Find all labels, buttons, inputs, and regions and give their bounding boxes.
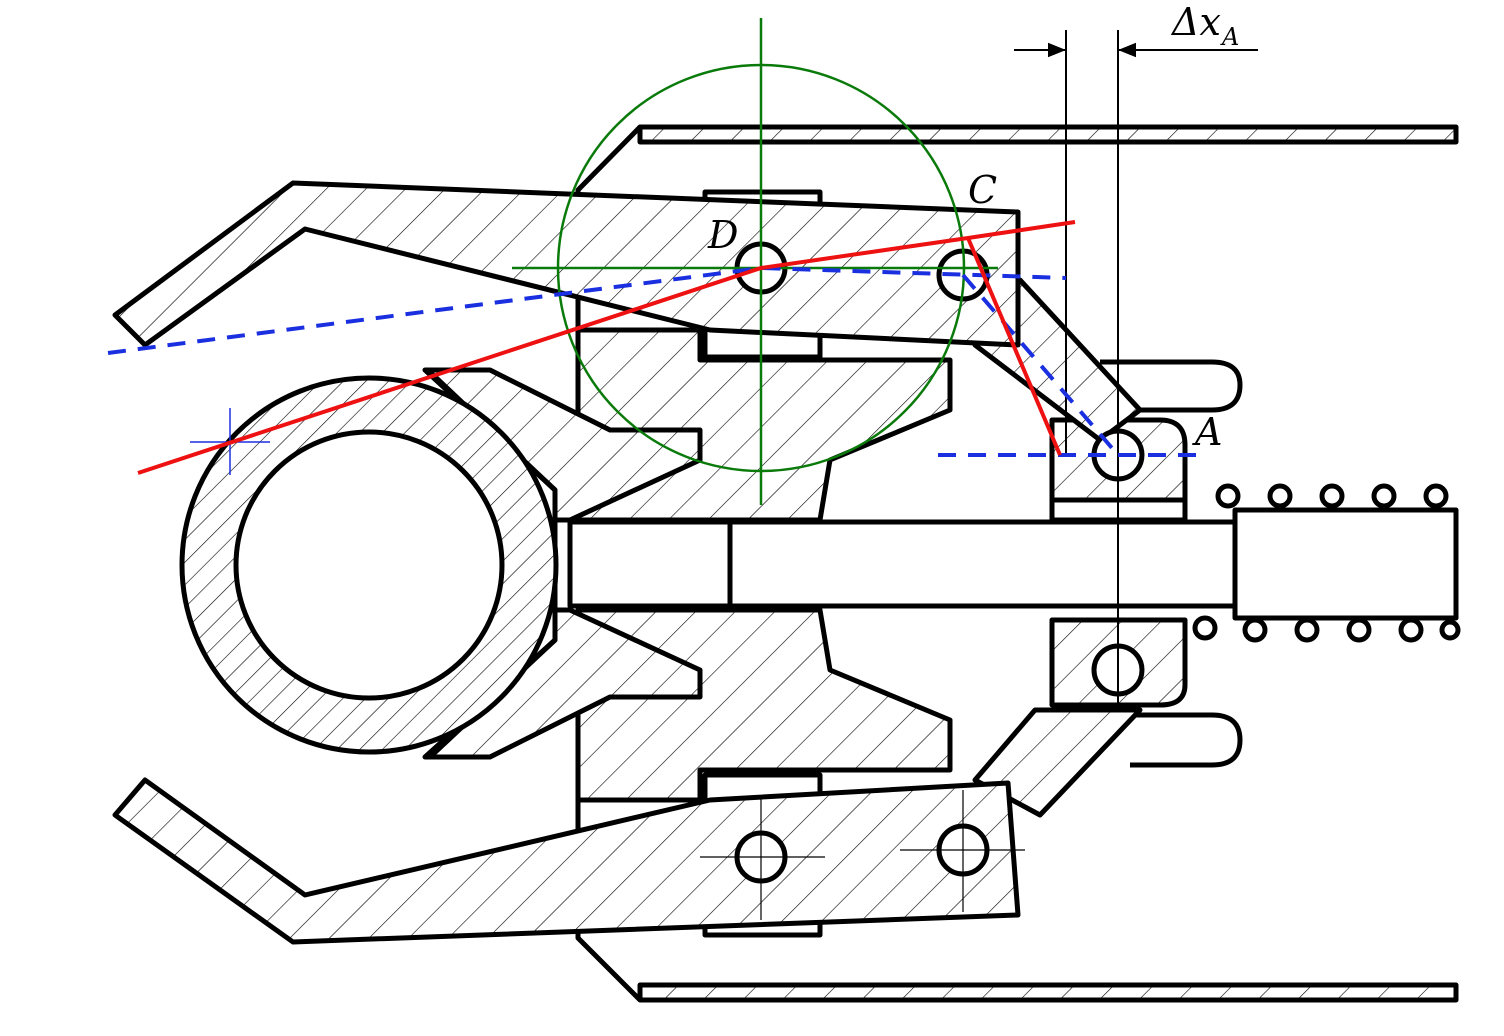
guide-lug-bottom: [1100, 712, 1243, 768]
housing-bottom-plate: [575, 610, 1459, 1003]
jaw-lower: [112, 777, 1021, 945]
label-delta-x-subscript: A: [1220, 23, 1239, 51]
label-delta-x: Δx: [1170, 0, 1221, 44]
guide-lug-top: [1100, 359, 1243, 413]
spring-coils: [1192, 483, 1461, 643]
cylinder-ring: [179, 375, 559, 755]
red-lines: [137, 220, 1076, 475]
label-point-d: D: [707, 213, 738, 257]
jaw-upper: [112, 180, 1021, 348]
piston-rod: [567, 507, 1459, 621]
pin-lower-jaw-left: [700, 797, 825, 920]
link-bottom: [972, 707, 1143, 818]
pin-lower-jaw-right: [900, 790, 1025, 912]
label-point-c: C: [968, 168, 997, 212]
label-point-a: A: [1192, 410, 1222, 454]
housing-top-plate: [575, 124, 1459, 520]
